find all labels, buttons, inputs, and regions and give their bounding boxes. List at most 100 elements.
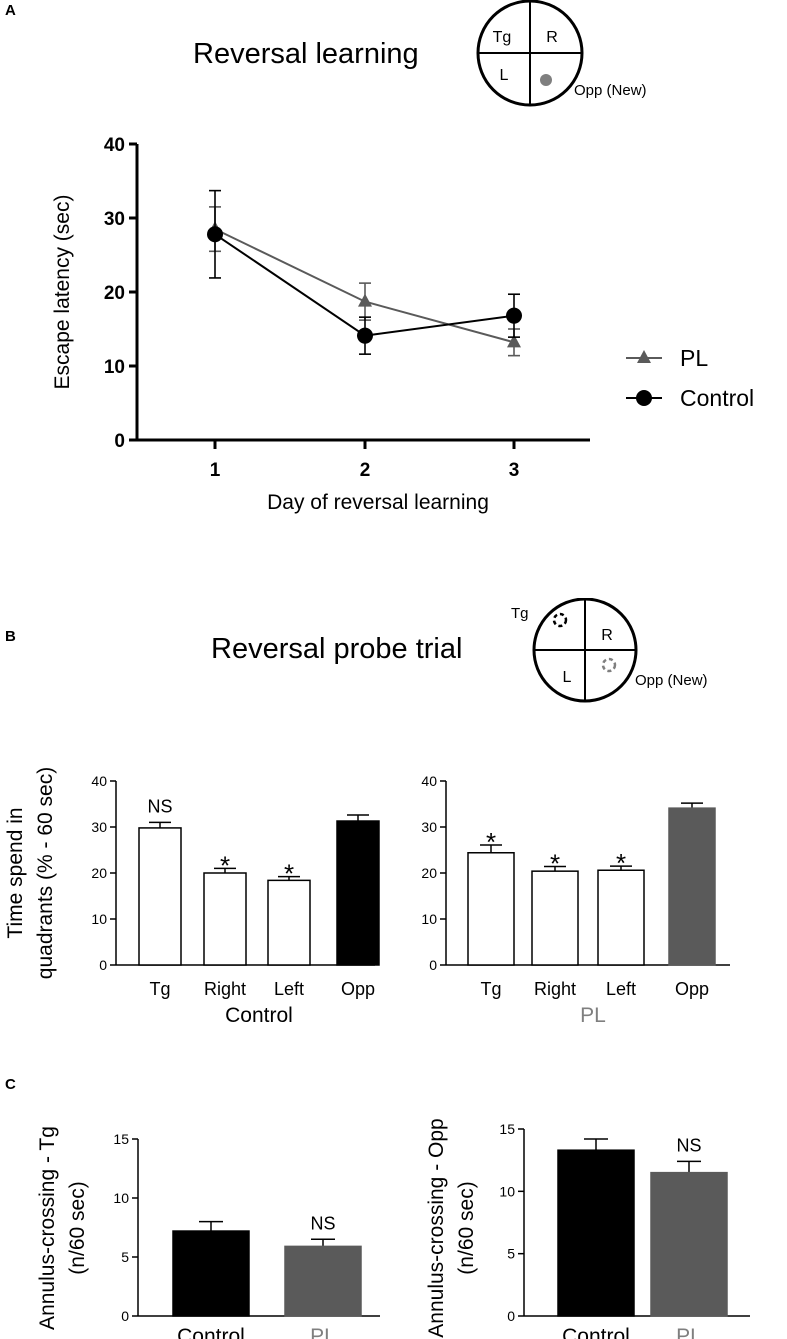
category-label: Right [204, 979, 246, 999]
y-axis-title: Time spend in [4, 807, 27, 938]
bar-pl [284, 1245, 362, 1317]
y-tick-label: 10 [421, 911, 437, 927]
bar-right [203, 872, 247, 966]
y-tick-label: 40 [421, 773, 437, 789]
y-tick-label: 40 [91, 773, 107, 789]
significance-star: * [284, 859, 294, 889]
maze-a-l-label: L [500, 67, 509, 84]
y-axis-title: Annulus-crossing - Opp [425, 1118, 448, 1337]
legend-marker [636, 390, 652, 406]
ns-label: NS [676, 1135, 701, 1155]
y-tick-label: 10 [91, 911, 107, 927]
bar-left [267, 879, 311, 966]
y-tick-label: 10 [113, 1190, 129, 1206]
category-label: Tg [149, 979, 170, 999]
maze-b-tg-label: Tg [511, 605, 529, 622]
y-axis-title: Annulus-crossing - Tg [36, 1126, 59, 1330]
x-axis-title: Day of reversal learning [267, 491, 489, 514]
category-label: PL [310, 1325, 336, 1339]
probe-trial-maze: Tg R L Opp (New) [511, 598, 708, 703]
maze-a-opp-label: Opp (New) [574, 82, 647, 99]
panel-a-letter: A [5, 2, 16, 19]
y-axis-title: quadrants (% - 60 sec) [34, 767, 57, 979]
probe-control-chart: 0 10 20 30 40 Tg NS Right * Left * Opp Control Time s… [4, 767, 380, 1027]
bar-right [531, 870, 579, 966]
y-tick-label: 40 [104, 135, 125, 156]
x-tick-label: 3 [509, 460, 520, 481]
bar-tg [467, 852, 515, 966]
maze-b-new-platform-ring [601, 657, 617, 673]
bar-pl [650, 1171, 728, 1317]
ns-label: NS [310, 1213, 335, 1233]
data-point-control [357, 327, 373, 344]
data-point-pl [507, 334, 521, 348]
bar-tg [138, 827, 182, 966]
bar-control [557, 1149, 635, 1317]
maze-b-old-platform-ring [552, 612, 568, 628]
y-tick-label: 5 [121, 1249, 129, 1265]
data-point-control [506, 307, 522, 324]
annulus-tg-chart: 0 5 10 15 Control PL NS Annulus-crossing - Tg (n… [36, 1126, 380, 1339]
y-axis-title: (n/60 sec) [455, 1181, 478, 1274]
legend-label-pl: PL [680, 345, 708, 371]
y-tick-label: 0 [114, 431, 125, 452]
legend-label-control: Control [680, 385, 754, 411]
category-label: Opp [341, 979, 375, 999]
escape-latency-chart: 0 10 20 30 40 1 2 3 Day of reversal learning Esca… [51, 135, 754, 514]
y-tick-label: 10 [499, 1183, 515, 1199]
significance-star: * [616, 848, 626, 878]
reversal-learning-maze: Tg R L Opp (New) [476, 0, 647, 107]
y-tick-label: 30 [421, 819, 437, 835]
maze-b-l-label: L [563, 669, 572, 686]
x-tick-label: 2 [360, 460, 371, 481]
maze-b-opp-label: Opp (New) [635, 672, 708, 689]
y-axis-title: (n/60 sec) [66, 1181, 89, 1274]
category-label: PL [676, 1325, 702, 1339]
ns-label: NS [147, 796, 172, 816]
bar-opp [336, 820, 380, 966]
category-label: Tg [480, 979, 501, 999]
y-tick-label: 15 [113, 1131, 129, 1147]
y-tick-label: 0 [507, 1308, 515, 1324]
bar-left [597, 869, 645, 966]
y-tick-label: 0 [99, 957, 107, 973]
bar-control [172, 1230, 250, 1317]
y-tick-label: 0 [121, 1308, 129, 1324]
significance-star: * [486, 827, 496, 857]
category-label: Left [606, 979, 636, 999]
maze-b-r-label: R [601, 627, 613, 644]
annulus-opp-chart: 0 5 10 15 Control PL NS Annulus-crossing - Opp (… [425, 1118, 750, 1339]
y-tick-label: 0 [429, 957, 437, 973]
significance-star: * [220, 850, 230, 880]
maze-a-tg-label: Tg [493, 29, 512, 46]
group-label: Control [225, 1004, 293, 1027]
category-label: Control [562, 1325, 630, 1339]
significance-star: * [550, 849, 560, 879]
y-tick-label: 30 [91, 819, 107, 835]
category-label: Opp [675, 979, 709, 999]
y-axis-title: Escape latency (sec) [51, 195, 74, 390]
bar-opp [668, 807, 716, 966]
y-tick-label: 20 [421, 865, 437, 881]
panel-b-letter: B [5, 628, 16, 645]
panel-c-letter: C [5, 1076, 16, 1093]
x-tick-label: 1 [210, 460, 221, 481]
y-tick-label: 30 [104, 209, 125, 230]
data-point-control [207, 226, 223, 243]
category-label: Right [534, 979, 576, 999]
legend-marker [637, 350, 651, 363]
y-tick-label: 20 [91, 865, 107, 881]
category-label: Control [177, 1325, 245, 1339]
data-point-pl [358, 293, 372, 307]
y-tick-label: 15 [499, 1121, 515, 1137]
panel-a-title: Reversal learning [193, 38, 419, 70]
y-tick-label: 20 [104, 283, 125, 304]
category-label: Left [274, 979, 304, 999]
maze-a-r-label: R [546, 29, 558, 46]
y-tick-label: 5 [507, 1246, 515, 1262]
group-label: PL [580, 1004, 606, 1027]
probe-pl-chart: 0 10 20 30 40 Tg * Right * Left * Opp PL [421, 773, 730, 1027]
panel-b-title: Reversal probe trial [211, 633, 463, 665]
maze-a-platform-dot [540, 74, 552, 86]
y-tick-label: 10 [104, 357, 125, 378]
